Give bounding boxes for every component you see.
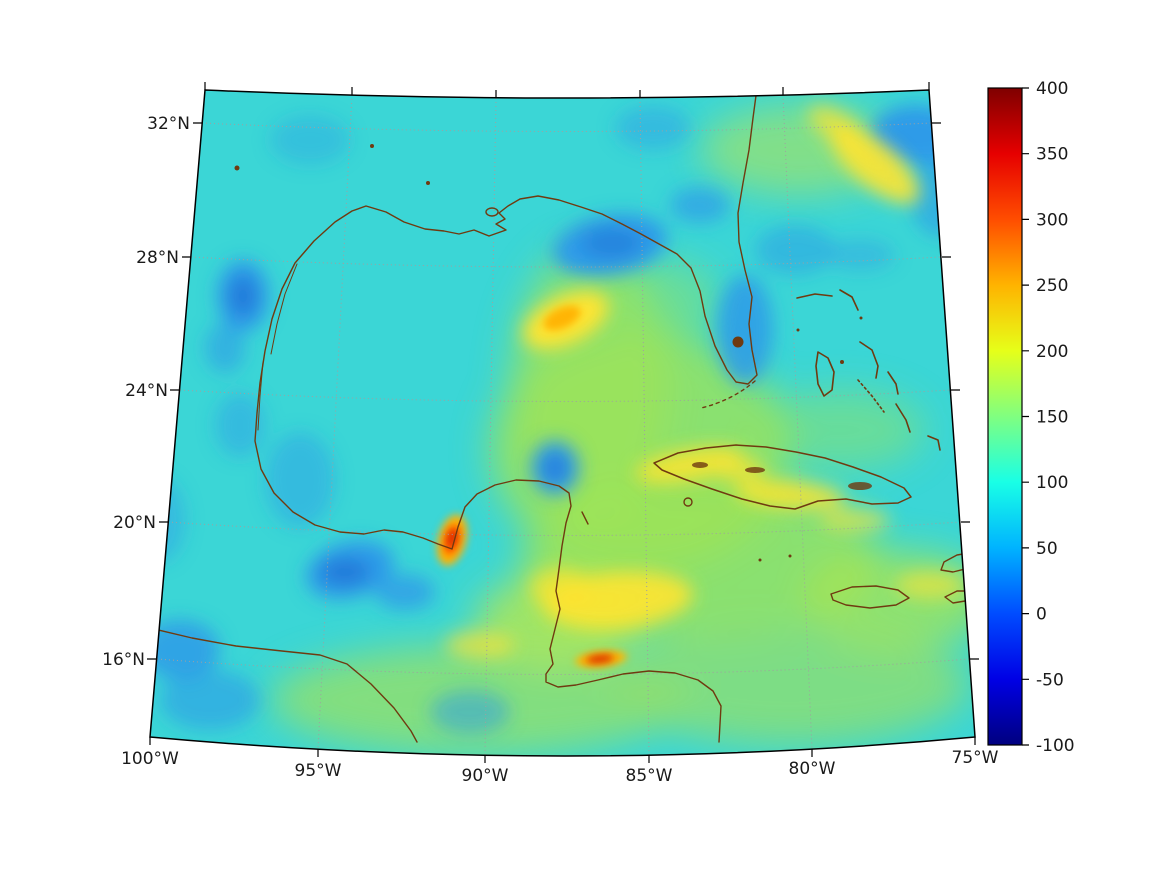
lake-okeechobee bbox=[732, 336, 744, 348]
cuba-interior-marks bbox=[692, 462, 872, 490]
meridian-90w bbox=[484, 97, 497, 756]
colorbar-tick-label-300: 300 bbox=[1036, 210, 1068, 230]
colorbar-tick-label-400: 400 bbox=[1036, 79, 1068, 99]
isla-de-la-juventud bbox=[683, 497, 693, 507]
inland-water-specks bbox=[234, 144, 430, 185]
lat-tick-label-16n: 16°N bbox=[102, 650, 145, 670]
meridian-85w bbox=[639, 97, 650, 756]
coastline-jamaica bbox=[830, 585, 910, 609]
lon-tick-label-85w: 85°W bbox=[626, 766, 673, 786]
lat-tick-label-32n: 32°N bbox=[147, 114, 190, 134]
colorbar-tick-label-50: 50 bbox=[1036, 539, 1058, 559]
colorbar-tick-label-350: 350 bbox=[1036, 145, 1068, 165]
cool-blue-patch-layer bbox=[150, 105, 970, 734]
axis-ticks bbox=[147, 82, 979, 763]
colorbar-gradient bbox=[987, 87, 1023, 746]
coastline-cuba bbox=[653, 444, 912, 510]
colorbar-tick-label-150: 150 bbox=[1036, 408, 1068, 428]
yellow-filament-layer bbox=[445, 105, 965, 659]
lon-tick-label-75w: 75°W bbox=[952, 748, 999, 768]
lat-tick-label-20n: 20°N bbox=[113, 513, 156, 533]
lat-tick-label-24n: 24°N bbox=[125, 381, 168, 401]
lon-tick-label-95w: 95°W bbox=[295, 761, 342, 781]
colorbar-tick-label-200: 200 bbox=[1036, 342, 1068, 362]
lat-tick-label-28n: 28°N bbox=[136, 248, 179, 268]
colorbar: 400 350 300 250 200 150 100 50 0 -50 -10… bbox=[987, 79, 1075, 756]
parallel-32n bbox=[201, 122, 932, 132]
map-frame bbox=[149, 89, 976, 757]
colorbar-tick-label-neg50: -50 bbox=[1036, 670, 1064, 690]
lon-tick-label-100w: 100°W bbox=[121, 749, 179, 769]
colorbar-tick-label-100: 100 bbox=[1036, 473, 1068, 493]
colorbar-ticks bbox=[1022, 87, 1029, 746]
map-plot-area bbox=[150, 90, 975, 756]
coastline-north-america-mainland bbox=[254, 90, 758, 743]
graticule-layer bbox=[156, 94, 970, 756]
coastline-layer bbox=[150, 90, 975, 743]
lon-tick-label-80w: 80°W bbox=[789, 759, 836, 779]
colorbar-tick-label-neg100: -100 bbox=[1036, 736, 1075, 756]
parallel-16n bbox=[156, 658, 970, 675]
parallel-24n bbox=[179, 389, 951, 402]
bahamas-islands bbox=[796, 289, 960, 472]
cozumel-island bbox=[581, 511, 589, 525]
coastline-pacific-mexico bbox=[150, 627, 418, 743]
colorbar-tick-label-250: 250 bbox=[1036, 276, 1068, 296]
coastline-texas-barrier-islands bbox=[257, 263, 298, 431]
lon-tick-label-90w: 90°W bbox=[462, 766, 509, 786]
lake-pontchartrain bbox=[485, 207, 499, 217]
cayman-islands bbox=[758, 554, 792, 562]
colorbar-tick-label-0: 0 bbox=[1036, 605, 1047, 625]
florida-keys bbox=[700, 380, 756, 409]
